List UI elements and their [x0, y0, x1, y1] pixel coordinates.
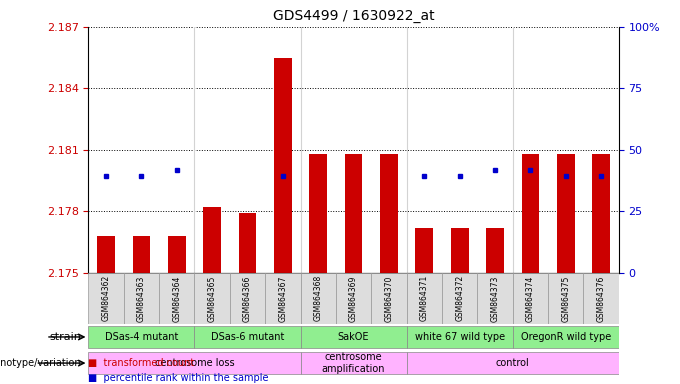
FancyBboxPatch shape	[442, 273, 477, 324]
FancyBboxPatch shape	[88, 352, 301, 374]
Text: genotype/variation: genotype/variation	[0, 358, 82, 368]
Text: GSM864363: GSM864363	[137, 275, 146, 322]
FancyBboxPatch shape	[194, 326, 301, 348]
FancyBboxPatch shape	[230, 273, 265, 324]
Text: centrosome loss: centrosome loss	[154, 358, 235, 368]
Bar	[97, 236, 115, 273]
FancyBboxPatch shape	[407, 326, 513, 348]
Bar	[451, 228, 469, 273]
Text: GSM864369: GSM864369	[349, 275, 358, 322]
Text: white 67 wild type: white 67 wild type	[415, 332, 505, 342]
Bar	[415, 228, 433, 273]
Bar	[203, 207, 221, 273]
FancyBboxPatch shape	[407, 352, 619, 374]
Text: GSM864365: GSM864365	[207, 275, 217, 322]
Text: centrosome
amplification: centrosome amplification	[322, 352, 386, 374]
Text: GSM864376: GSM864376	[596, 275, 606, 322]
Text: ■  transformed count: ■ transformed count	[88, 358, 194, 368]
Text: GSM864374: GSM864374	[526, 275, 535, 322]
FancyBboxPatch shape	[88, 273, 124, 324]
Bar	[239, 213, 256, 273]
FancyBboxPatch shape	[301, 326, 407, 348]
Text: ■  percentile rank within the sample: ■ percentile rank within the sample	[88, 373, 269, 383]
Bar	[168, 236, 186, 273]
Bar	[309, 154, 327, 273]
Text: GSM864362: GSM864362	[101, 275, 111, 321]
FancyBboxPatch shape	[301, 352, 407, 374]
Text: GSM864366: GSM864366	[243, 275, 252, 322]
Text: GSM864368: GSM864368	[313, 275, 323, 321]
FancyBboxPatch shape	[513, 273, 548, 324]
Text: control: control	[496, 358, 530, 368]
Bar	[486, 228, 504, 273]
Text: GSM864367: GSM864367	[278, 275, 288, 322]
Text: GSM864371: GSM864371	[420, 275, 429, 321]
Text: DSas-6 mutant: DSas-6 mutant	[211, 332, 284, 342]
Bar	[592, 154, 610, 273]
Bar	[380, 154, 398, 273]
Bar	[522, 154, 539, 273]
FancyBboxPatch shape	[548, 273, 583, 324]
Bar	[557, 154, 575, 273]
Text: OregonR wild type: OregonR wild type	[521, 332, 611, 342]
Text: strain: strain	[50, 332, 82, 342]
FancyBboxPatch shape	[477, 273, 513, 324]
Text: GSM864364: GSM864364	[172, 275, 182, 322]
FancyBboxPatch shape	[265, 273, 301, 324]
FancyBboxPatch shape	[88, 326, 194, 348]
FancyBboxPatch shape	[194, 273, 230, 324]
FancyBboxPatch shape	[513, 326, 619, 348]
Text: GSM864375: GSM864375	[561, 275, 571, 322]
Text: SakOE: SakOE	[338, 332, 369, 342]
Title: GDS4499 / 1630922_at: GDS4499 / 1630922_at	[273, 9, 435, 23]
Text: GSM864373: GSM864373	[490, 275, 500, 322]
Bar	[345, 154, 362, 273]
FancyBboxPatch shape	[583, 273, 619, 324]
Bar	[133, 236, 150, 273]
FancyBboxPatch shape	[336, 273, 371, 324]
FancyBboxPatch shape	[124, 273, 159, 324]
FancyBboxPatch shape	[407, 273, 442, 324]
Text: GSM864372: GSM864372	[455, 275, 464, 321]
FancyBboxPatch shape	[371, 273, 407, 324]
FancyBboxPatch shape	[301, 273, 336, 324]
Text: GSM864370: GSM864370	[384, 275, 394, 322]
Bar	[274, 58, 292, 273]
FancyBboxPatch shape	[159, 273, 194, 324]
Text: DSas-4 mutant: DSas-4 mutant	[105, 332, 178, 342]
